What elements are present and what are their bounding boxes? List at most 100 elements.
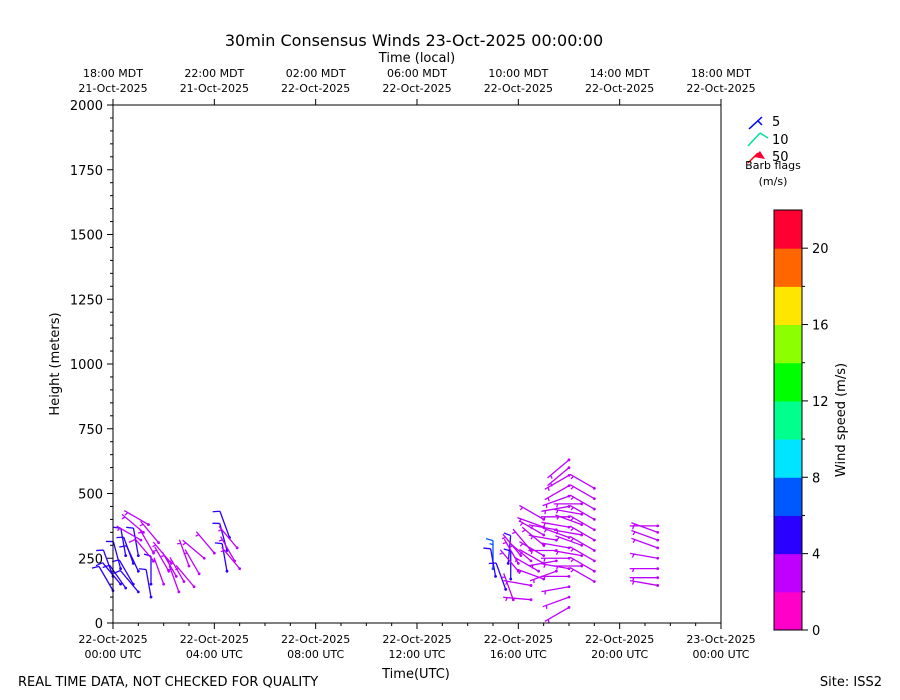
colorbar-tick-label: 8 <box>812 471 820 486</box>
top-tick-date: 22-Oct-2025 <box>484 82 553 95</box>
y-tick-label: 1000 <box>70 358 103 373</box>
legend-entry-10: 10 <box>747 132 789 148</box>
wind-barb <box>160 551 178 578</box>
wind-barb <box>555 514 584 526</box>
colorbar-segment <box>774 553 802 593</box>
top-tick-time: 06:00 MDT <box>387 67 447 80</box>
x-axis-utc: 22-Oct-2025 00:00 UTC 22-Oct-2025 04:00 UTC… <box>78 623 756 661</box>
y-tick-label: 750 <box>78 423 103 438</box>
x-tick-time: 04:00 UTC <box>186 648 243 661</box>
wind-barb <box>569 484 596 501</box>
wind-barb <box>102 564 128 590</box>
plot-frame <box>112 104 722 624</box>
wind-barb <box>195 531 216 555</box>
y-tick-label: 1250 <box>70 293 103 308</box>
top-axis-label: Time (local) <box>378 51 455 66</box>
x-tick-time: 00:00 UTC <box>692 648 749 661</box>
wind-barb <box>123 510 150 526</box>
top-tick-date: 22-Oct-2025 <box>382 82 451 95</box>
quality-disclaimer: REAL TIME DATA, NOT CHECKED FOR QUALITY <box>18 675 318 690</box>
wind-barb <box>569 494 596 511</box>
wind-barb <box>569 556 596 573</box>
y-tick-label: 500 <box>78 488 103 503</box>
wind-barb <box>553 550 584 558</box>
wind-barb <box>541 556 571 562</box>
wind-barb <box>218 536 237 563</box>
wind-barb <box>509 542 533 563</box>
colorbar-segment <box>774 362 802 402</box>
wind-barb <box>555 535 584 547</box>
wind-barb <box>631 537 660 550</box>
wind-barb <box>553 529 584 537</box>
wind-barb <box>119 545 140 573</box>
colorbar-tick-label: 16 <box>812 319 829 334</box>
wind-barb <box>126 526 140 558</box>
top-tick-date: 21-Oct-2025 <box>78 82 147 95</box>
wind-barb <box>541 521 571 529</box>
wind-barb <box>544 484 571 502</box>
wind-barb <box>547 458 571 479</box>
wind-barb <box>544 606 571 624</box>
wind-barb <box>182 539 206 560</box>
wind-barb <box>177 539 191 568</box>
wind-barb <box>629 524 660 530</box>
wind-barb <box>547 466 571 487</box>
wind-barb <box>183 549 201 576</box>
wind-barb <box>175 564 196 589</box>
wind-barb <box>629 579 660 587</box>
x-tick-date: 22-Oct-2025 <box>281 633 350 646</box>
x-tick-date: 22-Oct-2025 <box>484 633 553 646</box>
wind-barb <box>542 494 571 508</box>
wind-barb <box>629 567 660 573</box>
wind-barb <box>569 546 596 563</box>
wind-barb <box>519 541 546 558</box>
x-tick-date: 22-Oct-2025 <box>382 633 451 646</box>
legend-entry-5: 5 <box>748 115 780 130</box>
legend-title-line1: Barb flags <box>745 159 801 172</box>
wind-barb <box>153 546 171 573</box>
legend-label-10: 10 <box>772 133 789 148</box>
wind-barb <box>629 576 660 582</box>
colorbar-segment <box>774 210 802 249</box>
wind-barb <box>488 562 508 591</box>
top-tick-date: 21-Oct-2025 <box>180 82 249 95</box>
wind-barb <box>113 569 140 594</box>
colorbar-tick-label: 0 <box>812 624 820 639</box>
wind-barb <box>501 573 515 602</box>
colorbar-segment <box>774 591 802 631</box>
y-tick-label: 0 <box>95 617 103 632</box>
colorbar-segment <box>774 439 802 478</box>
x-tick-time: 20:00 UTC <box>591 648 648 661</box>
wind-barb <box>569 515 596 532</box>
x-tick-date: 23-Oct-2025 <box>686 633 755 646</box>
top-tick-time: 18:00 MDT <box>691 67 751 80</box>
top-tick-time: 02:00 MDT <box>286 67 346 80</box>
wind-barb <box>542 527 571 539</box>
wind-barb <box>553 502 584 508</box>
y-axis-label: Height (meters) <box>48 312 63 415</box>
colorbar-tick-label: 20 <box>812 242 829 257</box>
wind-barb <box>569 535 596 552</box>
wind-barb <box>553 508 584 516</box>
top-tick-date: 22-Oct-2025 <box>281 82 350 95</box>
wind-barb <box>541 585 571 595</box>
x-tick-time: 16:00 UTC <box>490 648 547 661</box>
wind-barb <box>218 526 239 550</box>
x-axis-local: 18:00 MDT 21-Oct-2025 22:00 MDT 21-Oct-2025… <box>78 67 756 105</box>
wind-barb <box>631 529 660 542</box>
x-axis-label: Time(UTC) <box>381 667 450 682</box>
x-tick-date: 22-Oct-2025 <box>585 633 654 646</box>
colorbar-tick-label: 4 <box>812 548 820 563</box>
y-tick-label: 250 <box>78 552 103 567</box>
top-tick-time: 14:00 MDT <box>590 67 650 80</box>
colorbar-segment <box>774 324 802 364</box>
wind-barb <box>151 557 166 586</box>
wind-barb <box>212 510 231 539</box>
y-tick-label: 1500 <box>70 229 103 244</box>
wind-barb <box>569 566 596 583</box>
top-tick-time: 18:00 MDT <box>83 67 143 80</box>
legend-entry-50: 50 <box>747 150 789 165</box>
barb-legend: 5 10 50 Barb flags (m/s) <box>745 115 801 188</box>
wind-barb <box>503 579 533 587</box>
top-tick-date: 22-Oct-2025 <box>686 82 755 95</box>
